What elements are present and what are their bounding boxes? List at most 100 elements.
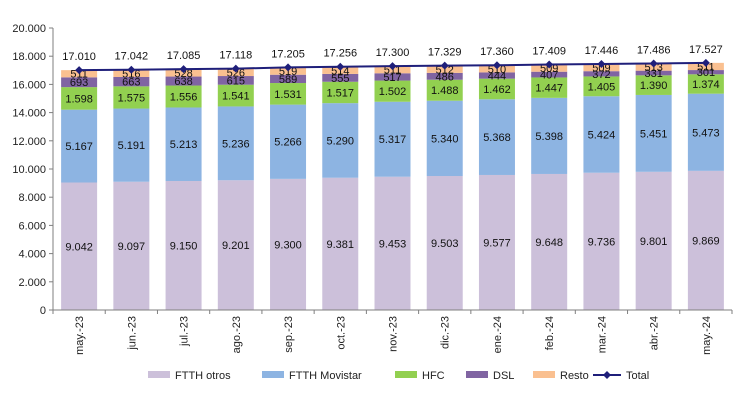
bar-value-label: 615 [227,75,245,87]
x-tick-label: ene.-24 [492,316,504,353]
legend-swatch [262,371,284,378]
total-value-label: 17.446 [585,45,619,57]
y-tick-label: 6.000 [18,220,46,232]
x-tick-label: jul.-23 [179,316,191,347]
bar-value-label: 511 [70,69,88,81]
bar-segment-dsl [635,70,672,76]
y-tick-label: 18.000 [12,51,46,63]
legend-label: Resto [560,370,589,382]
bar-value-label: 5.236 [222,138,250,150]
bar-value-label: 331 [644,68,662,80]
bar-value-label: 9.150 [170,240,198,252]
bar-segment-ftth-movistar [426,100,463,177]
total-value-label: 17.527 [689,44,723,56]
y-tick-label: 0 [40,305,46,317]
bar-segment-ftth-movistar [217,106,254,181]
data-labels-layer: 9.0425.1671.5986935119.0975.1911.5756635… [65,61,719,253]
bar-value-label: 1.531 [274,89,302,101]
bar-segment-ftth-movistar [583,96,620,173]
legend-label: FTTH otros [175,370,231,382]
bar-value-label: 5.368 [483,132,511,144]
bar-value-label: 1.390 [640,80,668,92]
bar-value-label: 509 [540,63,558,75]
bar-value-label: 1.447 [535,83,563,95]
legend-item: DSL [466,370,514,382]
x-tick-label: may.-24 [701,316,713,355]
bar-segment-dsl [583,71,620,77]
bar-value-label: 5.266 [274,137,302,149]
bar-value-label: 407 [540,70,558,82]
bar-segment-hfc [322,81,359,104]
bar-value-label: 5.213 [170,139,198,151]
x-tick-label: may.-23 [74,316,86,355]
bar-value-label: 372 [592,69,610,81]
bar-value-label: 512 [436,64,454,76]
bar-segment-ftth-movistar [478,99,515,175]
bar-segment-dsl [531,71,568,78]
x-tick-label: ago.-23 [231,316,243,353]
bar-segment-hfc [165,85,202,108]
bar-segment-hfc [531,77,568,98]
legend-swatch [148,371,170,378]
bar-segment-ftth-otros [270,178,307,310]
bar-segment-ftth-otros [687,170,724,310]
bar-value-label: 9.453 [379,238,407,250]
bar-segment-ftth-movistar [270,104,307,179]
bar-value-label: 555 [331,73,349,85]
bar-value-label: 511 [384,65,402,77]
bar-value-label: 519 [279,66,297,78]
bar-value-label: 9.648 [535,237,563,249]
total-marker [440,61,449,70]
total-marker [388,62,397,71]
bar-value-label: 301 [697,67,715,79]
bar-segment-dsl [322,73,359,82]
bar-value-label: 9.201 [222,240,250,252]
bar-value-label: 1.488 [431,85,459,97]
bar-segment-dsl [374,73,411,81]
bar-segment-hfc [583,76,620,97]
bar-value-label: 1.374 [692,79,720,91]
bar-segment-ftth-movistar [322,103,359,178]
total-marker [649,59,658,68]
bar-value-label: 511 [697,61,715,73]
total-marker [701,58,710,67]
bar-segment-ftth-otros [426,176,463,310]
y-tick-label: 14.000 [12,108,46,120]
bar-value-label: 1.517 [327,87,355,99]
bar-segment-dsl [270,74,307,84]
legend-swatch [395,371,417,378]
x-tick-label: feb.-24 [544,316,556,350]
total-marker [284,63,293,72]
bar-value-label: 9.300 [274,239,302,251]
y-tick-label: 4.000 [18,249,46,261]
total-line-layer: 17.010 17.042 17.085 17.118 17.205 17.256 17.3… [62,44,723,75]
bar-value-label: 5.167 [65,141,93,153]
bar-value-label: 5.340 [431,133,459,145]
bar-segment-ftth-otros [583,172,620,310]
bar-segment-ftth-otros [217,180,254,310]
total-marker [179,65,188,74]
bar-value-label: 9.577 [483,237,511,249]
legend-item: HFC [395,370,445,382]
bar-value-label: 5.473 [692,127,720,139]
bar-value-label: 528 [174,68,192,80]
y-tick-label: 10.000 [12,164,46,176]
x-tick-label: dic.-23 [440,316,452,349]
y-axis: 0 2.000 4.000 6.000 8.000 10.000 12.000 14.000 1… [12,23,54,317]
legend-label: Total [626,370,649,382]
bar-value-label: 638 [174,76,192,88]
bar-segment-ftth-movistar [61,109,98,183]
total-marker [492,61,501,70]
total-value-label: 17.256 [323,48,357,60]
bar-segment-ftth-otros [531,173,568,310]
bar-segment-dsl [426,72,463,80]
bar-segment-ftth-movistar [531,97,568,174]
total-value-label: 17.205 [271,48,305,60]
bar-segment-hfc [635,75,672,95]
x-tick-label: abr.-24 [649,316,661,350]
x-tick-label: oct.-23 [335,316,347,350]
bar-value-label: 1.556 [170,92,198,104]
legend-label: FTTH Movistar [289,370,362,382]
bar-value-label: 510 [488,64,506,76]
bars-layer [61,62,724,310]
